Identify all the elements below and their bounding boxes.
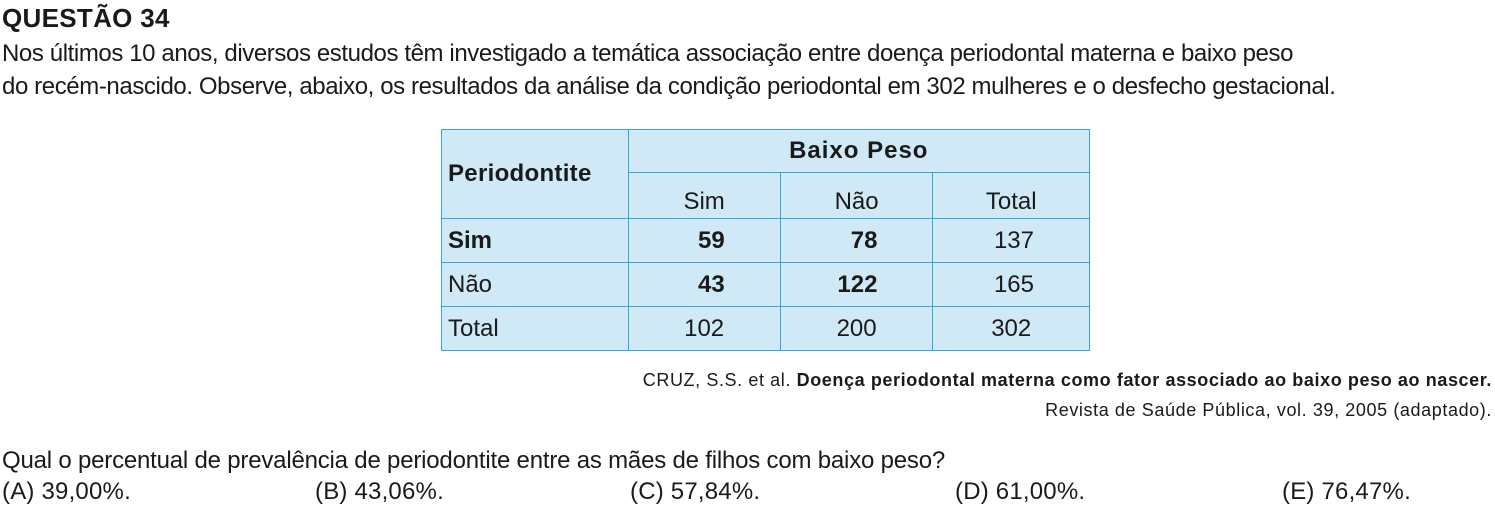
table-row: Não 43 122 165	[441, 262, 1090, 307]
source-citation: CRUZ, S.S. et al. Doença periodontal mat…	[643, 365, 1492, 425]
option-a[interactable]: (A) 39,00%.	[2, 478, 131, 506]
cell-nao-total: 165	[932, 262, 1090, 307]
row-label-total: Total	[441, 306, 629, 351]
table-row: Sim 59 78 137	[441, 218, 1090, 263]
option-letter: (E)	[1282, 478, 1315, 505]
option-d[interactable]: (D) 61,00%.	[955, 478, 1085, 506]
row-header-periodontite: Periodontite	[441, 129, 629, 219]
option-value: 57,84%.	[670, 478, 761, 505]
option-letter: (D)	[955, 478, 989, 505]
group-header-baixo-peso: Baixo Peso	[627, 129, 1091, 173]
question-prompt: Qual o percentual de prevalência de peri…	[2, 447, 945, 474]
cell-sim-total: 137	[932, 218, 1090, 263]
option-c[interactable]: (C) 57,84%.	[630, 478, 760, 506]
option-letter: (C)	[630, 478, 664, 505]
option-letter: (B)	[315, 478, 348, 505]
option-value: 76,47%.	[1321, 478, 1411, 505]
table-row: Total 102 200 302	[441, 306, 1090, 351]
col-header-nao: Não	[779, 172, 934, 219]
citation-journal: Revista de Saúde Pública, vol. 39, 2005 …	[1045, 400, 1492, 420]
cell-nao-sim: 43	[627, 262, 781, 307]
col-header-total: Total	[932, 172, 1090, 219]
answer-options: (A) 39,00%. (B) 43,06%. (C) 57,84%. (D) …	[0, 478, 1495, 510]
citation-authors: CRUZ, S.S. et al.	[642, 370, 791, 390]
option-letter: (A)	[2, 478, 35, 505]
option-b[interactable]: (B) 43,06%.	[315, 478, 444, 506]
intro-line-1: Nos últimos 10 anos, diversos estudos tê…	[2, 40, 1294, 67]
periodontitis-table: Periodontite Baixo Peso Sim Não Total Si…	[441, 129, 1091, 351]
cell-sim-nao: 78	[779, 218, 934, 263]
question-title: QUESTÃO 34	[2, 3, 170, 33]
intro-line-2: do recém-nascido. Observe, abaixo, os re…	[2, 73, 1336, 100]
option-value: 39,00%.	[41, 478, 131, 505]
cell-total-total: 302	[932, 306, 1090, 351]
cell-nao-nao: 122	[779, 262, 934, 307]
row-label-sim: Sim	[441, 218, 629, 263]
row-label-nao: Não	[441, 262, 629, 307]
citation-title: Doença periodontal materna como fator as…	[796, 370, 1492, 390]
option-e[interactable]: (E) 76,47%.	[1282, 478, 1411, 506]
citation-line-1: CRUZ, S.S. et al. Doença periodontal mat…	[643, 365, 1492, 395]
option-value: 43,06%.	[354, 478, 444, 505]
cell-total-nao: 200	[779, 306, 934, 351]
cell-total-sim: 102	[627, 306, 781, 351]
col-header-sim: Sim	[627, 172, 781, 219]
question-intro: Nos últimos 10 anos, diversos estudos tê…	[2, 37, 1492, 103]
cell-sim-sim: 59	[627, 218, 781, 263]
option-value: 61,00%.	[995, 478, 1086, 505]
